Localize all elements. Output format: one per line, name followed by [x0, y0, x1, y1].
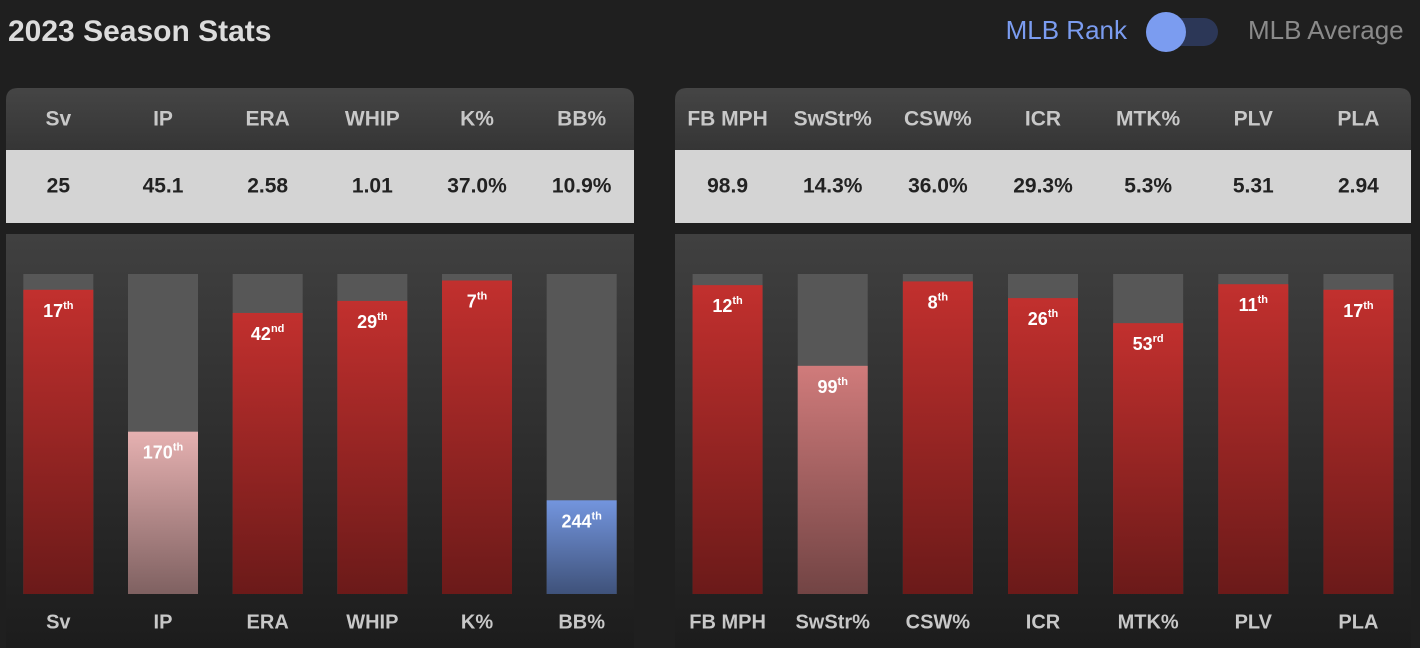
table-header: FB MPH	[687, 108, 768, 131]
table-value: 45.1	[143, 175, 184, 198]
x-tick-label: FB MPH	[689, 611, 766, 633]
bar-label: 244th	[561, 510, 602, 531]
table-value: 36.0%	[908, 175, 968, 198]
bar[interactable]	[692, 285, 763, 594]
table-header: IP	[153, 108, 173, 131]
table-value: 2.58	[247, 175, 288, 198]
table-values-bg	[675, 150, 1411, 223]
table-value: 5.3%	[1124, 175, 1172, 198]
bar-label: 8th	[928, 291, 949, 312]
bar-label: 29th	[357, 311, 388, 332]
x-tick-label: K%	[461, 611, 493, 633]
bar[interactable]	[128, 431, 198, 594]
bar[interactable]	[1323, 289, 1394, 594]
bar[interactable]	[337, 300, 408, 594]
table-value: 10.9%	[552, 175, 612, 198]
table-value: 98.9	[707, 175, 748, 198]
table-header: ERA	[245, 108, 289, 131]
bar[interactable]	[1218, 284, 1289, 594]
table-header: Sv	[45, 108, 71, 131]
x-tick-label: BB%	[558, 611, 605, 633]
x-tick-label: MTK%	[1118, 611, 1179, 633]
table-header-bg	[675, 88, 1411, 150]
x-tick-label: PLA	[1338, 611, 1378, 633]
bar[interactable]	[797, 365, 868, 594]
toggle-off-label[interactable]: MLB Average	[1248, 15, 1404, 45]
table-header: PLA	[1337, 108, 1379, 131]
bar[interactable]	[1113, 323, 1184, 594]
table-value: 5.31	[1233, 175, 1274, 198]
x-tick-label: ICR	[1026, 611, 1061, 633]
x-tick-label: SwStr%	[795, 611, 870, 633]
table-value: 1.01	[352, 175, 393, 198]
table-header: SwStr%	[794, 108, 873, 131]
toggle-on-label[interactable]: MLB Rank	[1006, 15, 1128, 45]
table-header: PLV	[1234, 108, 1273, 131]
bar-label: 42nd	[251, 323, 284, 344]
table-header-bg	[6, 88, 634, 150]
x-tick-label: ERA	[247, 611, 289, 633]
table-value: 29.3%	[1013, 175, 1073, 198]
x-tick-label: CSW%	[906, 611, 971, 633]
chart-bg	[6, 234, 634, 648]
bar[interactable]	[1008, 298, 1078, 594]
table-values-bg	[6, 150, 634, 223]
table-value: 25	[47, 175, 71, 198]
toggle-knob[interactable]	[1146, 12, 1186, 52]
bar-label: 170th	[143, 442, 184, 463]
table-value: 14.3%	[803, 175, 863, 198]
table-value: 37.0%	[447, 175, 507, 198]
bar[interactable]	[23, 289, 94, 594]
table-header: K%	[460, 108, 494, 131]
table-value: 2.94	[1338, 175, 1379, 198]
x-tick-label: IP	[154, 611, 173, 633]
x-tick-label: PLV	[1235, 611, 1273, 633]
table-header: CSW%	[904, 108, 972, 131]
bar-label: 12th	[712, 295, 743, 316]
bar-label: 17th	[43, 300, 74, 321]
bar[interactable]	[232, 312, 303, 594]
bar-label: 26th	[1028, 308, 1059, 329]
table-header: MTK%	[1116, 108, 1180, 131]
table-header: WHIP	[345, 108, 400, 131]
bar-label: 11th	[1239, 294, 1269, 315]
bar[interactable]	[546, 500, 617, 594]
bar[interactable]	[442, 280, 512, 594]
table-header: ICR	[1025, 108, 1061, 131]
bar[interactable]	[902, 281, 973, 594]
x-tick-label: Sv	[46, 611, 71, 633]
bar-label: 7th	[467, 290, 488, 311]
table-header: BB%	[557, 108, 606, 131]
x-tick-label: WHIP	[346, 611, 398, 633]
bar-label: 17th	[1343, 300, 1374, 321]
page-title: 2023 Season Stats	[8, 15, 271, 48]
bar-label: 53rd	[1133, 333, 1164, 354]
bar-label: 99th	[818, 376, 849, 397]
